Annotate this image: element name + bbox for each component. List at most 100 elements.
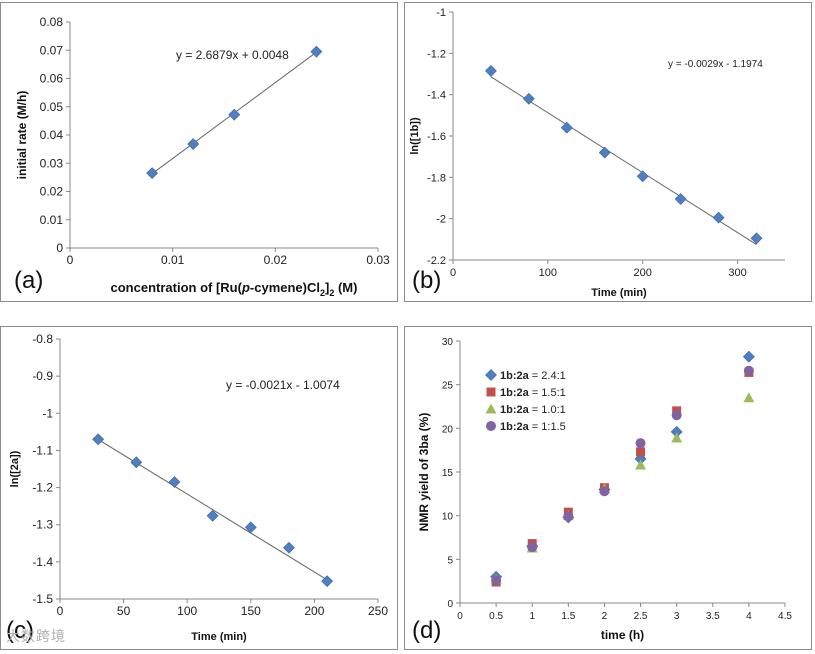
- x-axis-label: Time (min): [591, 287, 647, 299]
- series-1: [491, 367, 754, 587]
- x-tick-label: 4.5: [778, 611, 792, 622]
- x-tick-label: 200: [634, 267, 652, 279]
- trendline-equation: y = -0.0029x - 1.1974: [668, 59, 763, 70]
- y-tick-label: -1.8: [427, 172, 446, 184]
- panel-c-label: (c): [6, 617, 34, 644]
- y-tick-label: -2.2: [427, 255, 446, 267]
- x-tick-label: 0.03: [366, 253, 390, 267]
- data-point: [527, 542, 538, 553]
- y-tick-label: 25: [442, 381, 454, 392]
- data-point: [146, 167, 159, 180]
- series-0: [92, 433, 334, 588]
- x-tick-label: 0: [67, 253, 74, 267]
- y-tick-label: -1.2: [32, 481, 53, 495]
- y-tick-label: 0.01: [40, 213, 64, 227]
- y-tick-label: -1.5: [32, 592, 53, 606]
- y-tick-label: 5: [447, 555, 453, 566]
- x-axis-label: Time (min): [191, 631, 247, 643]
- data-point: [485, 64, 497, 77]
- data-point: [742, 350, 755, 363]
- data-point: [206, 509, 219, 522]
- trendline: [490, 76, 757, 246]
- y-tick-label: -0.9: [32, 369, 53, 383]
- data-point: [671, 410, 682, 421]
- data-point: [560, 121, 573, 134]
- x-tick-label: 50: [117, 604, 131, 618]
- chart-c: -1.5 -1.4 -1.3 -1.2 -1.1 -1 -0.9 -0.8 0 50 100 150 2…: [9, 332, 388, 643]
- panel-b-label: (b): [412, 267, 442, 294]
- x-axis-label: time (h): [601, 628, 644, 642]
- data-point: [228, 108, 241, 121]
- data-point: [92, 433, 105, 446]
- data-point: [321, 575, 334, 588]
- y-tick-label: 0: [56, 241, 63, 255]
- series-0: [146, 45, 323, 180]
- x-tick-label: 300: [728, 267, 746, 279]
- panel-c: (c): [0, 326, 398, 650]
- data-point: [598, 146, 611, 159]
- y-tick-label: 0.07: [40, 43, 64, 57]
- y-tick-label: 0.02: [40, 185, 64, 199]
- legend-marker: [485, 403, 497, 414]
- y-tick-label: -1.6: [427, 131, 446, 143]
- x-tick-label: 0.5: [489, 611, 503, 622]
- x-tick-label: 1.5: [561, 611, 575, 622]
- y-tick-label: -1.4: [32, 555, 53, 569]
- data-point: [635, 438, 646, 449]
- panel-a: (a): [0, 2, 398, 302]
- y-tick-label: -2: [436, 214, 446, 226]
- data-point: [599, 486, 610, 497]
- data-point: [168, 476, 181, 488]
- y-tick-label: 0.06: [40, 72, 64, 86]
- data-point: [187, 138, 200, 150]
- legend-entry: 1b:2a = 2.4:1: [500, 370, 566, 382]
- y-tick-label: 10: [442, 512, 454, 523]
- data-point: [671, 432, 683, 443]
- data-point: [522, 92, 535, 105]
- y-tick-label: -1.2: [427, 48, 446, 60]
- x-tick-label: 2: [602, 611, 608, 622]
- data-point: [563, 511, 574, 522]
- y-tick-label: -1.4: [427, 90, 446, 102]
- x-tick-label: 3.5: [706, 611, 720, 622]
- legend: 1b:2a = 2.4:1 1b:2a = 1.5:1 1b:2a = 1.0:1 1…: [485, 369, 566, 433]
- y-tick-label: 0.03: [40, 156, 64, 170]
- data-point: [712, 211, 725, 224]
- y-tick-label: -1.1: [32, 443, 53, 457]
- x-tick-label: 0: [457, 611, 463, 622]
- x-tick-label: 0.01: [161, 253, 185, 267]
- data-point: [743, 392, 755, 403]
- data-point: [283, 541, 295, 554]
- chart-d: 0 5 10 15 20 25 30 0 0.5 1 1.5 2 2.5 3 3.5 4 4.5 time (h)…: [417, 337, 792, 642]
- legend-entry: 1b:2a = 1.5:1: [500, 387, 566, 399]
- legend-marker: [486, 421, 496, 431]
- y-axis-label: ln([1b]): [409, 117, 421, 155]
- data-point: [491, 575, 502, 586]
- y-tick-label: -1.3: [32, 518, 53, 532]
- y-tick-label: -1: [42, 406, 53, 420]
- series-3: [491, 365, 754, 586]
- x-tick-label: 100: [177, 604, 197, 618]
- x-tick-label: 4: [746, 611, 752, 622]
- trendline-equation: y = -0.0021x - 1.0074: [226, 378, 340, 392]
- data-point: [310, 45, 323, 58]
- x-axis-label: concentration of [Ru(p-cymene)Cl2]2 (M): [111, 280, 358, 298]
- legend-entry: 1b:2a = 1.0:1: [500, 404, 566, 416]
- x-tick-label: 100: [539, 267, 557, 279]
- data-point: [674, 193, 687, 205]
- data-point: [635, 459, 647, 470]
- y-tick-label: 15: [442, 468, 454, 479]
- y-tick-label: -0.8: [32, 332, 53, 346]
- series-0: [485, 64, 763, 245]
- y-tick-label: -1: [436, 7, 446, 19]
- x-tick-label: 200: [304, 604, 324, 618]
- data-point: [130, 456, 143, 469]
- x-tick-label: 3: [674, 611, 680, 622]
- y-axis-label: initial rate (M/h): [15, 91, 29, 180]
- watermark-text: 大数跨境: [6, 629, 66, 645]
- x-tick-label: 1: [529, 611, 535, 622]
- y-axis-label: NMR yield of 3ba (%): [417, 413, 431, 532]
- legend-entry: 1b:2a = 1:1.5: [500, 421, 566, 433]
- panel-a-label: (a): [14, 267, 44, 294]
